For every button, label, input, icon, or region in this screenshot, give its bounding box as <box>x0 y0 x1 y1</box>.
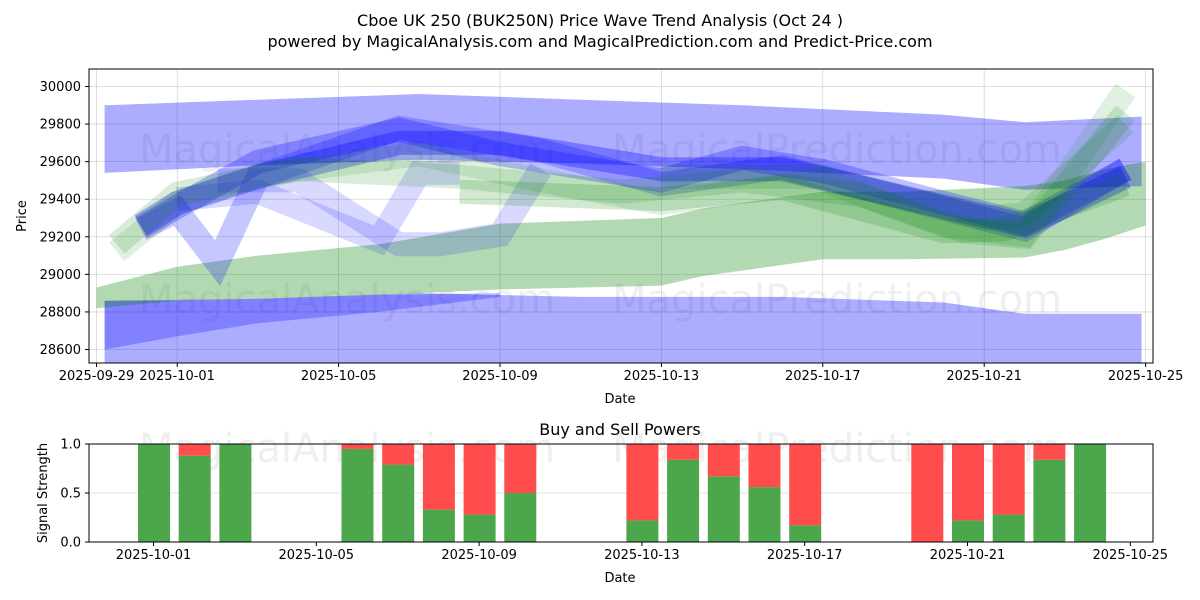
sell-bar <box>789 444 822 526</box>
wave-blue-4 <box>217 162 551 257</box>
signal-title: Buy and Sell Powers <box>539 420 701 439</box>
price-y-tick-label: 29400 <box>40 193 81 208</box>
signal-y-tick-label: 1.0 <box>60 438 81 453</box>
price-x-tick-label: 2025-10-17 <box>785 369 861 384</box>
sell-bar <box>422 444 455 510</box>
wave-blue-3 <box>176 160 460 256</box>
sell-bar <box>504 444 537 493</box>
buy-bar <box>1074 444 1107 542</box>
price-y-ticks: 28600 28800 29000 29200 29400 29600 29800 30000 <box>40 80 89 358</box>
buy-bar <box>382 464 415 542</box>
signal-x-tick-label: 2025-10-17 <box>767 548 843 563</box>
sell-bar <box>1033 444 1066 460</box>
buy-bar <box>422 509 455 542</box>
buy-bar <box>219 444 252 542</box>
signal-x-label: Date <box>604 571 635 586</box>
price-y-tick-label: 30000 <box>40 80 81 95</box>
price-plot: MagicalAnalysis.com MagicalPrediction.co… <box>15 68 1184 407</box>
wave-green-5 <box>109 83 1136 262</box>
price-x-tick-label: 2025-10-21 <box>946 369 1022 384</box>
buy-bar <box>341 448 374 542</box>
wave-blue-2 <box>135 115 1132 287</box>
watermark-prediction: MagicalPrediction.com <box>612 277 1062 323</box>
signal-x-tick-label: 2025-10-01 <box>116 548 192 563</box>
signal-x-ticks: 2025-10-01 2025-10-05 2025-10-09 2025-10-13… <box>116 542 1168 563</box>
price-y-tick-label: 28800 <box>40 305 81 320</box>
band-lower-envelope <box>104 293 1142 363</box>
buy-bar <box>952 520 984 542</box>
wave-green-8 <box>661 115 1134 231</box>
wave-green-7 <box>459 172 1130 244</box>
sell-bar <box>748 444 781 488</box>
price-watermarks: MagicalAnalysis.com MagicalPrediction.co… <box>139 127 1062 323</box>
price-grid <box>89 69 1153 363</box>
signal-y-tick-label: 0.5 <box>60 487 81 502</box>
price-y-label: Price <box>15 200 30 232</box>
sell-bar <box>382 444 415 465</box>
price-x-tick-label: 2025-10-05 <box>301 369 377 384</box>
sell-bar <box>992 444 1025 515</box>
sell-bar <box>178 444 211 456</box>
buy-bar <box>504 493 537 542</box>
watermark-analysis: MagicalAnalysis.com <box>139 127 555 173</box>
signal-x-tick-label: 2025-10-05 <box>279 548 355 563</box>
buy-bar <box>138 444 170 542</box>
signal-x-tick-label: 2025-10-25 <box>1093 548 1169 563</box>
wave-blue-0 <box>134 130 1131 239</box>
wave-green-6 <box>108 105 1135 254</box>
sell-bar <box>952 444 984 521</box>
price-y-tick-label: 28600 <box>40 343 81 358</box>
price-y-tick-label: 29600 <box>40 155 81 170</box>
buy-bar <box>667 459 700 542</box>
buy-bar <box>463 514 496 542</box>
price-x-tick-label: 2025-10-09 <box>462 369 538 384</box>
price-x-ticks: 2025-09-29 2025-10-01 2025-10-05 2025-10-09… <box>59 363 1184 384</box>
sell-bar <box>911 444 944 542</box>
buy-bar <box>992 514 1025 542</box>
signal-x-tick-label: 2025-10-09 <box>441 548 517 563</box>
sell-bar <box>463 444 496 515</box>
chart-title: Cboe UK 250 (BUK250N) Price Wave Trend A… <box>357 11 843 30</box>
band-trend-green <box>96 161 1146 309</box>
band-lower-envelope-shadow <box>104 293 500 350</box>
buy-bar <box>789 525 822 542</box>
buy-bar <box>626 520 659 542</box>
price-x-tick-label: 2025-10-13 <box>624 369 700 384</box>
price-x-tick-label: 2025-09-29 <box>59 369 135 384</box>
signal-plot: Buy and Sell Powers MagicalAnalysis.com … <box>36 420 1168 586</box>
wave-blue-1 <box>135 117 1132 238</box>
buy-bar <box>1033 459 1066 542</box>
buy-bar <box>178 455 211 542</box>
signal-y-tick-label: 0.0 <box>60 536 81 551</box>
band-upper-envelope <box>104 94 1142 190</box>
price-plot-frame <box>88 68 1154 364</box>
signal-x-tick-label: 2025-10-13 <box>604 548 680 563</box>
signal-y-label: Signal Strength <box>36 443 51 543</box>
signal-x-tick-label: 2025-10-21 <box>930 548 1006 563</box>
sell-bar <box>667 444 700 460</box>
sell-bar <box>626 444 659 521</box>
price-y-tick-label: 29800 <box>40 118 81 133</box>
signal-y-ticks: 0.0 0.5 1.0 <box>60 438 89 551</box>
price-y-tick-label: 29000 <box>40 268 81 283</box>
watermark-prediction: MagicalPrediction.com <box>612 127 1062 173</box>
signal-bars <box>138 444 1107 542</box>
sell-bar <box>341 444 374 449</box>
sell-bar <box>707 444 740 477</box>
buy-bar <box>748 487 781 542</box>
watermark-analysis: MagicalAnalysis.com <box>139 277 555 323</box>
price-x-label: Date <box>604 392 635 407</box>
price-x-tick-label: 2025-10-25 <box>1108 369 1184 384</box>
price-x-tick-label: 2025-10-01 <box>139 369 215 384</box>
buy-bar <box>707 476 740 542</box>
price-marks <box>96 83 1146 363</box>
price-y-tick-label: 29200 <box>40 230 81 245</box>
chart-subtitle: powered by MagicalAnalysis.com and Magic… <box>267 32 932 51</box>
